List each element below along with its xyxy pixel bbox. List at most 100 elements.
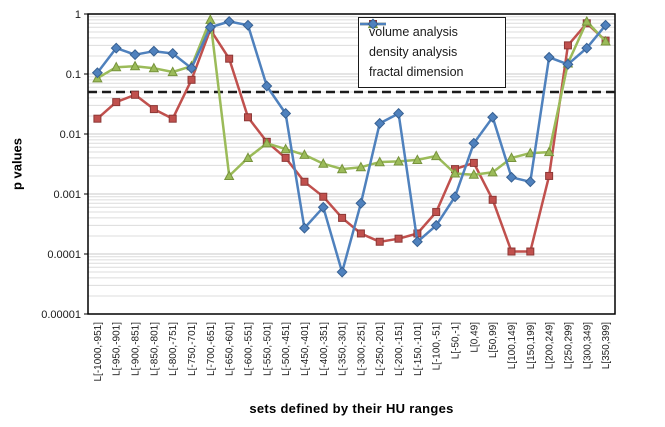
legend: volume analysis density analysis fractal d… (358, 17, 506, 88)
data-point-marker-density-analysis (468, 169, 480, 179)
data-point-marker-volume-analysis (545, 171, 554, 180)
x-tick-label: L[200,249] (545, 322, 556, 369)
x-tick-label: L[-50,-1] (451, 322, 462, 359)
data-point-marker-density-analysis (449, 167, 461, 178)
x-tick-label: L[-600,-551] (243, 322, 254, 376)
data-point-marker-density-analysis (129, 60, 141, 71)
data-point-marker-volume-analysis (469, 158, 478, 167)
legend-item: fractal dimension (360, 18, 499, 82)
data-point-marker-fractal-dimension (148, 45, 160, 57)
data-point-marker-density-analysis (355, 161, 367, 172)
data-point-marker-volume-analysis (112, 98, 121, 107)
data-point-marker-volume-analysis (356, 229, 365, 238)
data-point-marker-fractal-dimension (204, 21, 216, 33)
x-tick-label: L[-750,-701] (187, 322, 198, 376)
y-tick-label: 0.0001 (47, 249, 81, 261)
data-point-marker-density-analysis (412, 154, 423, 165)
legend-label: density analysis (369, 45, 458, 59)
data-point-marker-volume-analysis (187, 75, 196, 84)
data-point-marker-volume-analysis (131, 90, 140, 99)
data-point-marker-density-analysis (110, 61, 122, 72)
data-point-marker-fractal-dimension (487, 111, 499, 123)
data-point-marker-density-analysis (242, 152, 254, 162)
y-tick-label: 0.001 (53, 189, 81, 201)
x-axis-title: sets defined by their HU ranges (249, 401, 454, 416)
data-point-marker-volume-analysis (488, 195, 497, 204)
data-point-marker-density-analysis (600, 35, 611, 46)
x-tick-label: L[150,199] (526, 322, 537, 369)
data-point-marker-density-analysis (487, 166, 498, 177)
data-point-marker-fractal-dimension (167, 47, 179, 59)
x-tick-label: L[-300,-251] (356, 322, 367, 376)
x-tick-label: L[-200,-151] (394, 322, 405, 376)
x-tick-label: L[-550,-501] (262, 322, 273, 376)
data-point-marker-fractal-dimension (336, 266, 348, 278)
data-point-marker-density-analysis (299, 149, 310, 159)
data-point-marker-fractal-dimension (129, 49, 141, 61)
x-tick-label: L[250,299] (563, 322, 574, 369)
data-point-marker-fractal-dimension (505, 171, 517, 183)
y-tick-label: 1 (75, 9, 81, 21)
x-tick-label: L[-400,-351] (319, 322, 330, 376)
data-point-marker-volume-analysis (526, 247, 535, 256)
data-point-marker-fractal-dimension (110, 42, 122, 54)
data-point-marker-fractal-dimension (280, 107, 292, 119)
data-point-marker-fractal-dimension (430, 219, 442, 231)
data-point-marker-volume-analysis (281, 153, 290, 162)
data-point-marker-fractal-dimension (524, 176, 536, 188)
data-point-marker-density-analysis (261, 137, 273, 148)
x-tick-label: L[-500,-451] (281, 322, 292, 376)
data-point-marker-density-analysis (393, 155, 404, 166)
series-line-volume-analysis (96, 22, 607, 253)
legend-item: density analysis (360, 18, 499, 62)
data-point-marker-density-analysis (525, 147, 536, 158)
data-point-marker-fractal-dimension (449, 191, 461, 203)
x-tick-label: L[-850,-801] (149, 322, 160, 376)
data-point-marker-volume-analysis (375, 237, 384, 246)
data-point-marker-fractal-dimension (411, 236, 423, 248)
data-point-marker-density-analysis (543, 146, 555, 157)
data-point-marker-fractal-dimension (242, 19, 254, 31)
data-point-marker-fractal-dimension (581, 42, 593, 54)
x-tick-label: L[-800,-751] (168, 322, 179, 376)
data-point-marker-fractal-dimension (91, 67, 103, 79)
x-tick-label: L[-1000,-951] (93, 322, 104, 382)
x-tick-label: L[-700,-651] (206, 322, 217, 376)
data-point-marker-fractal-dimension (317, 201, 329, 213)
data-point-marker-density-analysis (506, 152, 517, 162)
data-point-marker-density-analysis (148, 62, 160, 73)
data-point-marker-density-analysis (581, 15, 593, 26)
series-line-fractal-dimension (96, 20, 607, 274)
y-tick-label: 0.00001 (41, 309, 81, 321)
x-tick-label: L[0,49] (469, 322, 480, 353)
diamond-marker-icon (360, 18, 386, 30)
x-tick-label: L[-650,-601] (225, 322, 236, 376)
data-point-marker-volume-analysis (93, 114, 102, 123)
data-point-marker-density-analysis (223, 170, 235, 181)
x-tick-label: L[-950,-901] (112, 322, 123, 376)
data-point-marker-volume-analysis (300, 177, 309, 186)
data-point-marker-fractal-dimension (261, 80, 273, 92)
x-tick-label: L[350,399] (601, 322, 612, 369)
x-tick-label: L[-100,-51] (432, 322, 443, 371)
legend-label: fractal dimension (369, 65, 464, 79)
data-point-marker-volume-analysis (319, 192, 328, 201)
x-tick-label: L[300,349] (582, 322, 593, 369)
data-point-marker-volume-analysis (432, 208, 441, 217)
x-tick-label: L[-350,-301] (338, 322, 349, 376)
data-point-marker-fractal-dimension (186, 62, 198, 74)
x-tick-label: L[50,99] (488, 322, 499, 358)
data-point-marker-fractal-dimension (468, 137, 480, 149)
data-point-marker-volume-analysis (338, 213, 347, 222)
data-point-marker-volume-analysis (507, 247, 516, 256)
data-point-marker-fractal-dimension (393, 107, 405, 119)
data-point-marker-fractal-dimension (600, 19, 612, 31)
data-point-marker-density-analysis (318, 158, 329, 168)
series-line-density-analysis (96, 18, 607, 178)
plot-frame (87, 13, 616, 315)
data-point-marker-fractal-dimension (374, 117, 386, 129)
data-point-marker-fractal-dimension (543, 51, 555, 63)
data-point-marker-volume-analysis (394, 234, 403, 243)
data-point-marker-fractal-dimension (562, 58, 574, 70)
data-point-marker-fractal-dimension (223, 15, 235, 28)
